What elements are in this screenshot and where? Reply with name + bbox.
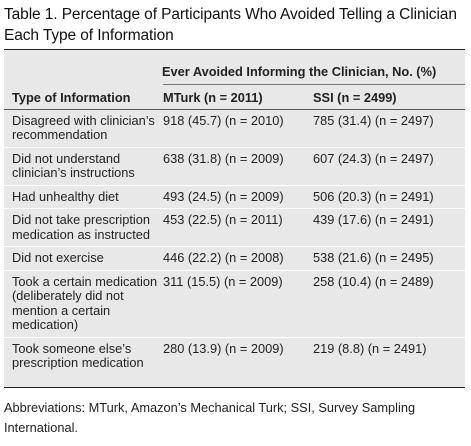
ssi-cell: 439 (17.6) (n = 2491) [313, 212, 434, 227]
mturk-cell: 453 (22.5) (n = 2011) [163, 212, 283, 227]
table-row: Did not understand clinician’s instructi… [4, 147, 465, 185]
mturk-cell: 446 (22.2) (n = 2008) [163, 250, 284, 265]
data-table: Ever Avoided Informing the Clinician, No… [4, 50, 465, 375]
mturk-cell: 918 (45.7) (n = 2010) [163, 112, 284, 128]
mturk-cell: 493 (24.5) (n = 2009) [163, 188, 284, 204]
ssi-cell: 506 (20.3) (n = 2491) [313, 188, 434, 204]
ssi-cell: 538 (21.6) (n = 2495) [313, 250, 434, 265]
row-label: Did not take prescription medication as … [12, 212, 150, 242]
table-box: Ever Avoided Informing the Clinician, No… [4, 50, 465, 387]
ssi-cell: 219 (8.8) (n = 2491) [313, 340, 427, 356]
mturk-cell: 638 (31.8) (n = 2009) [163, 150, 284, 166]
column-header-row: Type of Information MTurk (n = 2011) SSI… [4, 84, 465, 109]
table-row: Took a certain medication (deliberately … [4, 270, 465, 337]
table-row: Did not exercise 446 (22.2) (n = 2008) 5… [4, 246, 465, 271]
row-label: Did not exercise [12, 250, 104, 265]
column-header-mturk: MTurk (n = 2011) [163, 84, 313, 109]
table-row: Had unhealthy diet 493 (24.5) (n = 2009)… [4, 185, 465, 209]
row-label: Took a certain medication (deliberately … [12, 273, 158, 332]
row-label: Had unhealthy diet [12, 188, 119, 204]
ssi-cell: 785 (31.4) (n = 2497) [313, 112, 434, 128]
table-footnote: Abbreviations: MTurk, Amazon’s Mechanica… [4, 400, 416, 435]
row-label: Took someone else’s prescription medicat… [12, 340, 144, 370]
column-header-type: Type of Information [12, 90, 131, 105]
mturk-cell: 311 (15.5) (n = 2009) [163, 273, 283, 289]
row-label: Did not understand clinician’s instructi… [12, 150, 135, 180]
ssi-cell: 258 (10.4) (n = 2489) [313, 273, 434, 289]
table-row: Did not take prescription medication as … [4, 208, 465, 247]
ssi-cell: 607 (24.3) (n = 2497) [313, 150, 434, 166]
bottom-rule [4, 387, 465, 388]
spanner-header: Ever Avoided Informing the Clinician, No… [162, 63, 437, 79]
column-header-ssi: SSI (n = 2499) [313, 84, 465, 109]
table-title: Table 1. Percentage of Participants Who … [4, 6, 457, 44]
row-label: Disagreed with clinician’s recommendatio… [12, 112, 155, 142]
spanner-header-row: Ever Avoided Informing the Clinician, No… [4, 50, 465, 85]
mturk-cell: 280 (13.9) (n = 2009) [163, 340, 284, 356]
top-rule [4, 49, 465, 50]
table-row: Took someone else’s prescription medicat… [4, 337, 465, 375]
table-row: Disagreed with clinician’s recommendatio… [4, 109, 465, 147]
